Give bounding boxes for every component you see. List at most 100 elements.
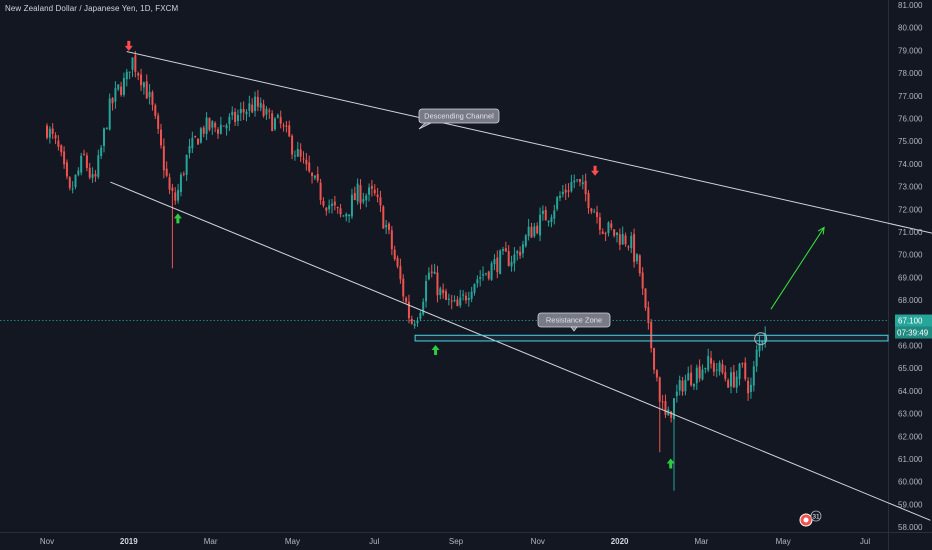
candle-body — [174, 192, 177, 201]
candle-body — [510, 261, 513, 267]
candle-body — [331, 203, 333, 206]
up-arrow-icon — [666, 458, 675, 469]
event-count: 31 — [812, 514, 820, 521]
time-tick-label: Jul — [369, 537, 379, 546]
candle-body — [322, 200, 325, 206]
countdown-tag — [895, 326, 932, 339]
candle-body — [635, 254, 638, 262]
candle-body — [573, 180, 576, 183]
price-tick-label: 65.000 — [898, 364, 923, 373]
price-tick-label: 61.000 — [898, 455, 923, 464]
candle-body — [319, 182, 322, 201]
candle-body — [345, 214, 348, 217]
candle-body — [433, 271, 436, 274]
candle-body — [527, 226, 530, 237]
projection-line[interactable] — [770, 227, 825, 310]
breakout-circle[interactable] — [754, 332, 768, 346]
candle-body — [282, 125, 285, 127]
candle-body — [721, 364, 724, 373]
candle-body — [85, 155, 88, 168]
candle-body — [590, 208, 593, 212]
price-axis[interactable]: 58.000 59.000 60.000 61.000 62.000 63.000 64.0… — [895, 1, 932, 532]
candle-body — [578, 179, 581, 182]
candle-body — [761, 341, 764, 344]
candle-body — [393, 249, 396, 260]
candle-body — [388, 223, 390, 230]
candle-body — [539, 214, 542, 236]
descending-channel-label[interactable]: Descending Channel — [418, 108, 500, 130]
candle-body — [661, 401, 664, 403]
candle-body — [407, 301, 410, 319]
candle-body — [325, 207, 328, 211]
channel-lower-line[interactable] — [110, 181, 931, 521]
candle-body — [464, 295, 467, 301]
candle-body — [738, 363, 741, 379]
event-count-circle — [810, 510, 822, 522]
up-arrow-icon — [431, 345, 440, 356]
candle-body — [524, 235, 527, 247]
candle-body — [484, 273, 487, 275]
candle-body — [399, 266, 402, 280]
price-tick-label: 68.000 — [898, 296, 923, 305]
candle-body — [490, 263, 493, 280]
candle-body — [288, 125, 291, 137]
candle-body — [271, 113, 274, 132]
candle-body — [362, 199, 365, 202]
candle-body — [376, 194, 379, 198]
candle-body — [536, 225, 539, 234]
candle-body — [48, 128, 51, 138]
candle-body — [618, 234, 621, 245]
price-tick-label: 63.000 — [898, 410, 923, 419]
candle-body — [120, 86, 123, 95]
candle-body — [100, 147, 103, 156]
price-tick-label: 59.000 — [898, 500, 923, 509]
candle-body — [422, 301, 425, 315]
countdown-value: 07:39:49 — [897, 329, 929, 338]
candle-body — [755, 349, 758, 367]
candle-body — [202, 127, 205, 134]
candle-body — [419, 312, 422, 319]
time-tick-label: Jul — [860, 537, 870, 546]
candle-body — [633, 233, 636, 262]
price-tick-label: 60.000 — [898, 478, 923, 487]
event-badge[interactable]: 31 — [799, 510, 822, 527]
candle-body — [507, 251, 510, 266]
candle-body — [627, 246, 630, 248]
time-tick-label: Mar — [204, 537, 218, 546]
candle-body — [561, 191, 564, 195]
candle-body — [616, 232, 618, 236]
time-axis[interactable]: Nov 2019 Mar May Jul Sep Nov 2020 Mar May Jul — [40, 537, 870, 546]
channel-upper-line[interactable] — [126, 51, 932, 242]
candle-body — [493, 259, 496, 265]
candle-body — [214, 123, 217, 128]
candle-body — [425, 281, 428, 302]
candle-body — [162, 146, 165, 171]
candle-body — [262, 104, 265, 116]
time-tick-label: Sep — [449, 537, 464, 546]
resistance-zone[interactable] — [414, 334, 889, 342]
candle-body — [607, 222, 610, 234]
candle-body — [747, 380, 750, 394]
candle-body — [644, 288, 647, 309]
candle-body — [373, 189, 376, 194]
candle-body — [205, 117, 208, 135]
candle-body — [54, 135, 57, 139]
candle-body — [353, 192, 356, 201]
candle-body — [593, 211, 596, 213]
candle-body — [77, 170, 80, 175]
candle-body — [74, 174, 77, 187]
candle-body — [567, 190, 570, 192]
candle-body — [108, 98, 111, 130]
resistance-zone-label[interactable]: Resistance Zone — [537, 312, 611, 332]
candle-body — [316, 174, 319, 181]
descending-channel-label-box — [418, 108, 500, 124]
candle-body — [71, 188, 74, 190]
candle-body — [188, 146, 191, 154]
last-price-tag[interactable] — [895, 314, 932, 327]
candle-body — [692, 383, 695, 387]
candle-body — [715, 369, 718, 371]
candle-body — [476, 279, 479, 284]
candle-body — [496, 257, 499, 273]
candle-body — [533, 226, 536, 237]
